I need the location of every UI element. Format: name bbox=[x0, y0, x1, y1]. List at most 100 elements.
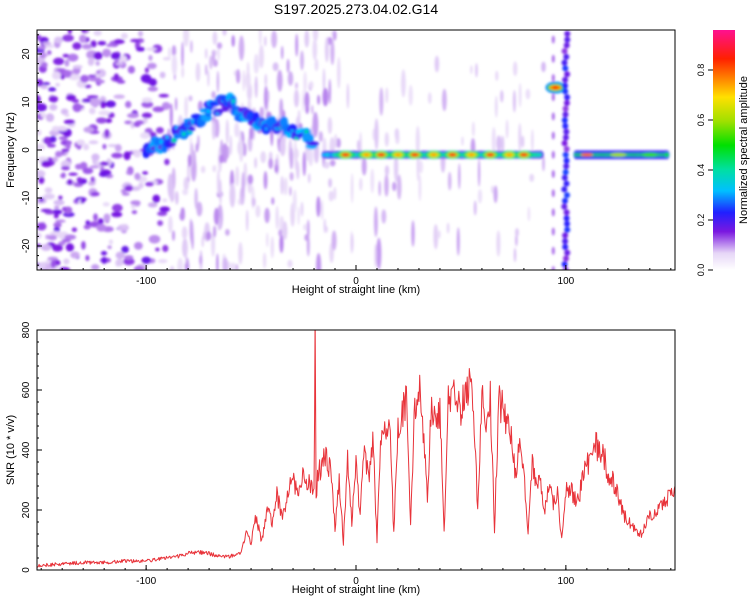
heatmap-cell bbox=[37, 232, 42, 240]
y-tick-label: 800 bbox=[21, 321, 32, 338]
heatmap-cell bbox=[121, 245, 129, 254]
heatmap-cell bbox=[328, 78, 331, 104]
heatmap-cell bbox=[564, 226, 571, 233]
heatmap-cell bbox=[61, 148, 70, 153]
heatmap-cell bbox=[148, 234, 161, 244]
heatmap-cell bbox=[381, 209, 387, 224]
heatmap-cell bbox=[515, 227, 519, 237]
heatmap-cell bbox=[168, 46, 171, 59]
heatmap-cell bbox=[61, 165, 70, 171]
heatmap-cell bbox=[39, 36, 49, 44]
heatmap-cell bbox=[468, 153, 474, 157]
heatmap-cell bbox=[159, 206, 170, 213]
heatmap-cell bbox=[148, 78, 157, 87]
heatmap-cell bbox=[276, 69, 283, 92]
heatmap-cell bbox=[531, 129, 534, 152]
y-tick-label: 200 bbox=[21, 501, 32, 518]
heatmap-cell bbox=[309, 81, 314, 90]
heatmap-cell bbox=[51, 209, 63, 215]
heatmap-cell bbox=[124, 255, 134, 260]
heatmap-cell bbox=[562, 88, 569, 95]
heatmap-cell bbox=[304, 91, 310, 110]
heatmap-cell bbox=[152, 194, 161, 203]
heatmap-cell bbox=[322, 68, 326, 93]
heatmap-cell bbox=[664, 152, 670, 157]
heatmap-cell bbox=[551, 112, 555, 121]
heatmap-cell bbox=[152, 44, 163, 53]
heatmap-cell bbox=[376, 237, 382, 270]
heatmap-cell bbox=[283, 177, 288, 196]
heatmap-cell bbox=[541, 61, 546, 73]
heatmap-cell bbox=[303, 71, 307, 93]
heatmap-cell bbox=[263, 85, 269, 110]
heatmap-cell bbox=[67, 30, 73, 35]
colorbar: 0.0 0.2 0.4 0.6 0.8 Normalized spectral ampl… bbox=[696, 30, 750, 276]
heatmap-cell bbox=[247, 174, 254, 185]
heatmap-cell bbox=[113, 39, 125, 45]
heatmap-cell bbox=[55, 150, 63, 158]
heatmap-cell bbox=[563, 163, 570, 170]
y-tick-label: 0 bbox=[21, 567, 32, 573]
heatmap-cell bbox=[287, 259, 293, 268]
heatmap-cell bbox=[47, 234, 58, 241]
heatmap-cell bbox=[222, 257, 229, 270]
heatmap-cell bbox=[307, 141, 320, 146]
snr-series-line bbox=[37, 330, 675, 568]
heatmap-cell bbox=[415, 125, 420, 155]
heatmap-cell bbox=[234, 122, 240, 138]
heatmap-cell bbox=[133, 265, 144, 270]
heatmap-cell bbox=[157, 220, 164, 226]
heatmap-cell bbox=[187, 126, 196, 132]
heatmap-cell bbox=[80, 198, 85, 204]
heatmap-cell bbox=[512, 89, 516, 113]
heatmap-cell bbox=[461, 136, 464, 146]
heatmap-cell bbox=[254, 157, 257, 169]
heatmap-cell bbox=[76, 177, 83, 183]
heatmap-cell bbox=[563, 157, 570, 164]
heatmap-cell bbox=[190, 40, 193, 53]
heatmap-cell bbox=[564, 94, 571, 101]
heatmap-cell bbox=[72, 64, 83, 69]
heatmap-cell bbox=[263, 171, 268, 190]
heatmap-cell bbox=[288, 124, 298, 130]
heatmap-cell bbox=[201, 235, 205, 248]
heatmap-cell bbox=[255, 205, 261, 218]
heatmap-cell bbox=[562, 197, 568, 204]
heatmap-cell bbox=[200, 165, 206, 174]
heatmap-cell bbox=[564, 249, 571, 256]
heatmap-cell bbox=[37, 45, 47, 50]
colorbar-ticks: 0.0 0.2 0.4 0.6 0.8 bbox=[696, 64, 713, 276]
heatmap-cell bbox=[164, 158, 170, 166]
heatmap-cell bbox=[45, 113, 55, 122]
heatmap-cell bbox=[107, 144, 118, 148]
heatmap-cell bbox=[188, 95, 193, 102]
heatmap-cell bbox=[76, 139, 86, 146]
heatmap-cell bbox=[189, 218, 193, 241]
heatmap-cell bbox=[275, 158, 278, 168]
heatmap-cell bbox=[311, 105, 314, 115]
heatmap-cell bbox=[97, 218, 104, 225]
heatmap-cell bbox=[562, 65, 569, 72]
heatmap-cell bbox=[513, 61, 518, 77]
heatmap-cell bbox=[275, 205, 279, 230]
heatmap-cell bbox=[157, 211, 168, 217]
heatmap-cell bbox=[271, 197, 275, 205]
heatmap-cell bbox=[48, 95, 59, 103]
heatmap-cell bbox=[564, 30, 571, 37]
heatmap-cell bbox=[293, 148, 299, 160]
heatmap-cell bbox=[131, 149, 139, 154]
heatmap-cell bbox=[562, 244, 569, 250]
y-tick-label: -20 bbox=[21, 238, 32, 253]
y-tick-label: 20 bbox=[21, 48, 32, 60]
heatmap-cell bbox=[102, 48, 112, 58]
heatmap-cell bbox=[374, 118, 379, 150]
heatmap-cell bbox=[63, 258, 70, 265]
heatmap-cell bbox=[500, 90, 504, 103]
heatmap-cell bbox=[610, 152, 627, 157]
heatmap-cell bbox=[115, 258, 124, 267]
heatmap-cell bbox=[458, 163, 461, 190]
heatmap-cell bbox=[123, 151, 131, 161]
heatmap-cell bbox=[82, 167, 94, 175]
heatmap-cell bbox=[63, 69, 72, 78]
